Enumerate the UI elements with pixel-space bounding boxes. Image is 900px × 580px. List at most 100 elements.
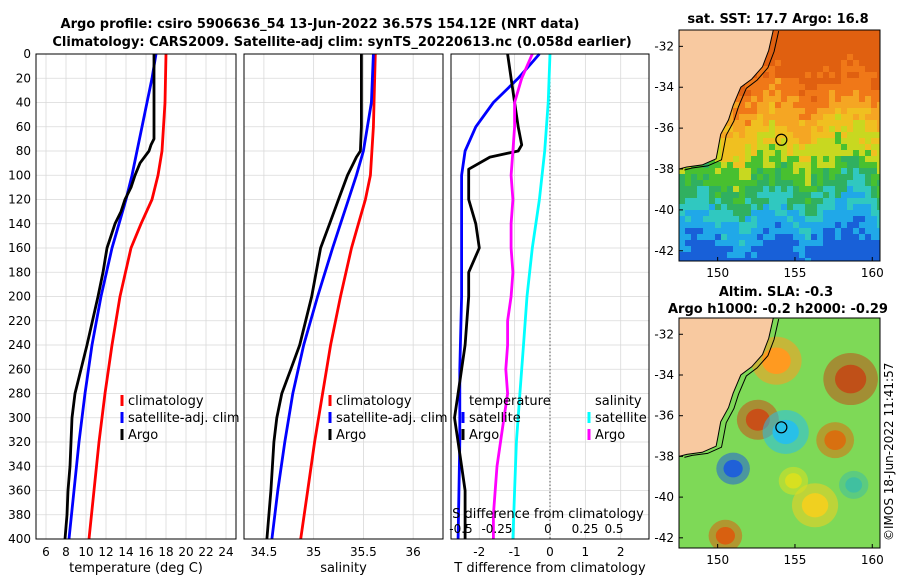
- sst-cell: [685, 234, 692, 241]
- sst-cell: [811, 240, 818, 247]
- sst-cell: [805, 90, 812, 97]
- legend-label: Argo: [336, 428, 366, 443]
- sst-cell: [853, 258, 860, 261]
- sst-cell: [703, 210, 710, 217]
- sst-cell: [859, 96, 866, 103]
- sst-cell: [805, 180, 812, 187]
- sst-cell: [871, 174, 878, 181]
- sst-cell: [679, 228, 686, 235]
- sst-cell: [811, 210, 818, 217]
- sst-cell: [763, 150, 770, 157]
- sst-cell: [859, 150, 866, 157]
- sst-cell: [865, 36, 872, 43]
- sst-cell: [763, 216, 770, 223]
- sst-cell: [679, 252, 686, 259]
- sst-cell: [835, 42, 842, 49]
- y-tick-label: -38: [654, 449, 674, 463]
- axes-frame: [35, 53, 237, 540]
- sst-cell: [817, 198, 824, 205]
- sst-cell: [841, 108, 848, 115]
- sst-cell: [685, 240, 692, 247]
- sst-cell: [799, 156, 806, 163]
- sst-cell: [745, 234, 752, 241]
- sst-cell: [817, 168, 824, 175]
- sst-cell: [793, 144, 800, 151]
- sst-cell: [811, 204, 818, 211]
- sst-cell: [763, 102, 770, 109]
- sst-cell: [727, 186, 734, 193]
- sst-cell: [745, 174, 752, 181]
- sst-cell: [823, 180, 830, 187]
- sst-cell: [709, 228, 716, 235]
- secondary-x-axis-label: S difference from climatology: [452, 507, 644, 522]
- sst-cell: [877, 222, 880, 229]
- sst-cell: [871, 216, 878, 223]
- sst-cell: [859, 162, 866, 169]
- sst-cell: [865, 108, 872, 115]
- sst-cell: [823, 174, 830, 181]
- sst-cell: [865, 126, 872, 133]
- sst-cell: [679, 210, 686, 217]
- sst-cell: [775, 96, 782, 103]
- sst-cell: [751, 252, 758, 259]
- sst-cell: [751, 198, 758, 205]
- sst-cell: [799, 228, 806, 235]
- y-tick-label: 200: [8, 290, 31, 304]
- sst-cell: [757, 120, 764, 127]
- sst-cell: [841, 66, 848, 73]
- sst-cell: [745, 102, 752, 109]
- y-tick-label: 300: [8, 411, 31, 425]
- sst-cell: [853, 180, 860, 187]
- sst-cell: [853, 138, 860, 145]
- sst-cell: [841, 252, 848, 259]
- sst-cell: [751, 156, 758, 163]
- sst-cell: [871, 162, 878, 169]
- y-tick-label: 220: [8, 314, 31, 328]
- figure-title-line2: Climatology: CARS2009. Satellite-adj cli…: [52, 35, 631, 50]
- sst-cell: [751, 102, 758, 109]
- sst-cell: [793, 54, 800, 61]
- x-tick-label: 22: [198, 545, 213, 559]
- sst-cell: [727, 252, 734, 259]
- sst-cell: [817, 162, 824, 169]
- sst-cell: [829, 78, 836, 85]
- sst-cell: [697, 198, 704, 205]
- sst-cell: [853, 162, 860, 169]
- sst-cell: [739, 162, 746, 169]
- sst-cell: [865, 192, 872, 199]
- sst-cell: [769, 156, 776, 163]
- sst-cell: [751, 126, 758, 133]
- sst-cell: [817, 246, 824, 253]
- sst-cell: [841, 132, 848, 139]
- sst-cell: [817, 48, 824, 55]
- sst-cell: [733, 126, 740, 133]
- sst-cell: [787, 222, 794, 229]
- sst-cell: [769, 72, 776, 79]
- sst-cell: [739, 228, 746, 235]
- sst-cell: [739, 96, 746, 103]
- sst-cell: [709, 240, 716, 247]
- sst-cell: [841, 162, 848, 169]
- sst-cell: [829, 144, 836, 151]
- sst-cell: [781, 30, 788, 37]
- sst-cell: [805, 216, 812, 223]
- sst-cell: [757, 150, 764, 157]
- sst-cell: [805, 126, 812, 133]
- sst-cell: [799, 204, 806, 211]
- sst-cell: [835, 246, 842, 253]
- sst-cell: [793, 132, 800, 139]
- sst-cell: [745, 258, 752, 261]
- sst-cell: [691, 192, 698, 199]
- sst-cell: [877, 240, 880, 247]
- sst-cell: [823, 48, 830, 55]
- sst-cell: [709, 168, 716, 175]
- sst-cell: [799, 210, 806, 217]
- sst-cell: [871, 198, 878, 205]
- sst-cell: [685, 228, 692, 235]
- sst-cell: [739, 90, 746, 97]
- sst-cell: [727, 162, 734, 169]
- sst-cell: [781, 54, 788, 61]
- sst-cell: [853, 42, 860, 49]
- sst-cell: [751, 240, 758, 247]
- sst-cell: [781, 66, 788, 73]
